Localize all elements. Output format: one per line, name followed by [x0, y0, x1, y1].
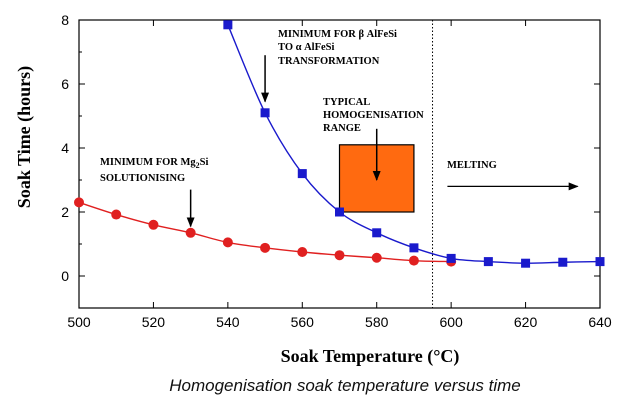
annotation-melting-label: MELTING [447, 160, 497, 171]
y-axis-title: Soak Time (hours) [14, 66, 35, 208]
series-0-point [334, 250, 345, 261]
x-tick-label: 620 [514, 314, 538, 330]
y-tick-label: 4 [61, 140, 69, 156]
x-tick-label: 520 [142, 314, 166, 330]
annotation-mg2si-line1: MINIMUM FOR Mg2Si [100, 157, 208, 170]
plot-frame [78, 19, 601, 309]
annotation-homogenisation-line2: HOMOGENISATION [323, 110, 424, 121]
series-0-point [371, 252, 382, 263]
series-0-point [222, 237, 233, 248]
x-axis-title: Soak Temperature (°C) [281, 346, 460, 367]
series-0-point [185, 227, 196, 238]
annotation-alfesi-line1: MINIMUM FOR β AlFeSi [278, 29, 397, 40]
series-0-point [408, 255, 419, 266]
series-0-point [148, 219, 159, 230]
x-tick-label: 580 [365, 314, 389, 330]
plot-area: 500 520 540 560 580 600 620 640 0 2 4 6 8 MINIMUM FOR… [61, 12, 612, 330]
annotation-homogenisation-line1: TYPICAL [323, 97, 370, 108]
series-0-point [111, 209, 122, 220]
x-tick-label: 540 [216, 314, 240, 330]
series-1-point [595, 257, 605, 267]
y-tick-label: 6 [61, 76, 69, 92]
series-1-point [446, 253, 456, 263]
series-0-point [260, 242, 271, 253]
series-1-point [483, 257, 493, 267]
series-1-point [558, 257, 568, 267]
series-1-point [521, 258, 531, 268]
x-tick-label: 500 [67, 314, 91, 330]
x-tick-label: 560 [291, 314, 315, 330]
series-0-point [297, 247, 308, 257]
series-1-point [260, 108, 270, 118]
y-tick-label: 8 [61, 12, 69, 28]
x-tick-label: 640 [588, 314, 612, 330]
annotation-homogenisation-line3: RANGE [323, 123, 361, 134]
y-tick-label: 2 [61, 204, 69, 220]
x-tick-label: 600 [439, 314, 463, 330]
series-1-point [223, 20, 233, 30]
annotation-mg2si-line2: SOLUTIONISING [100, 173, 185, 184]
annotation-alfesi-line3: TRANSFORMATION [278, 56, 380, 67]
series-1-point [372, 228, 382, 238]
series-0-point [74, 197, 84, 208]
y-tick-label: 0 [61, 268, 69, 284]
annotation-alfesi-line2: TO α AlFeSi [278, 42, 335, 53]
series-1-point [335, 207, 344, 217]
series-1-point [297, 169, 307, 179]
series-1-point [409, 243, 419, 253]
figure-caption: Homogenisation soak temperature versus t… [169, 376, 521, 395]
